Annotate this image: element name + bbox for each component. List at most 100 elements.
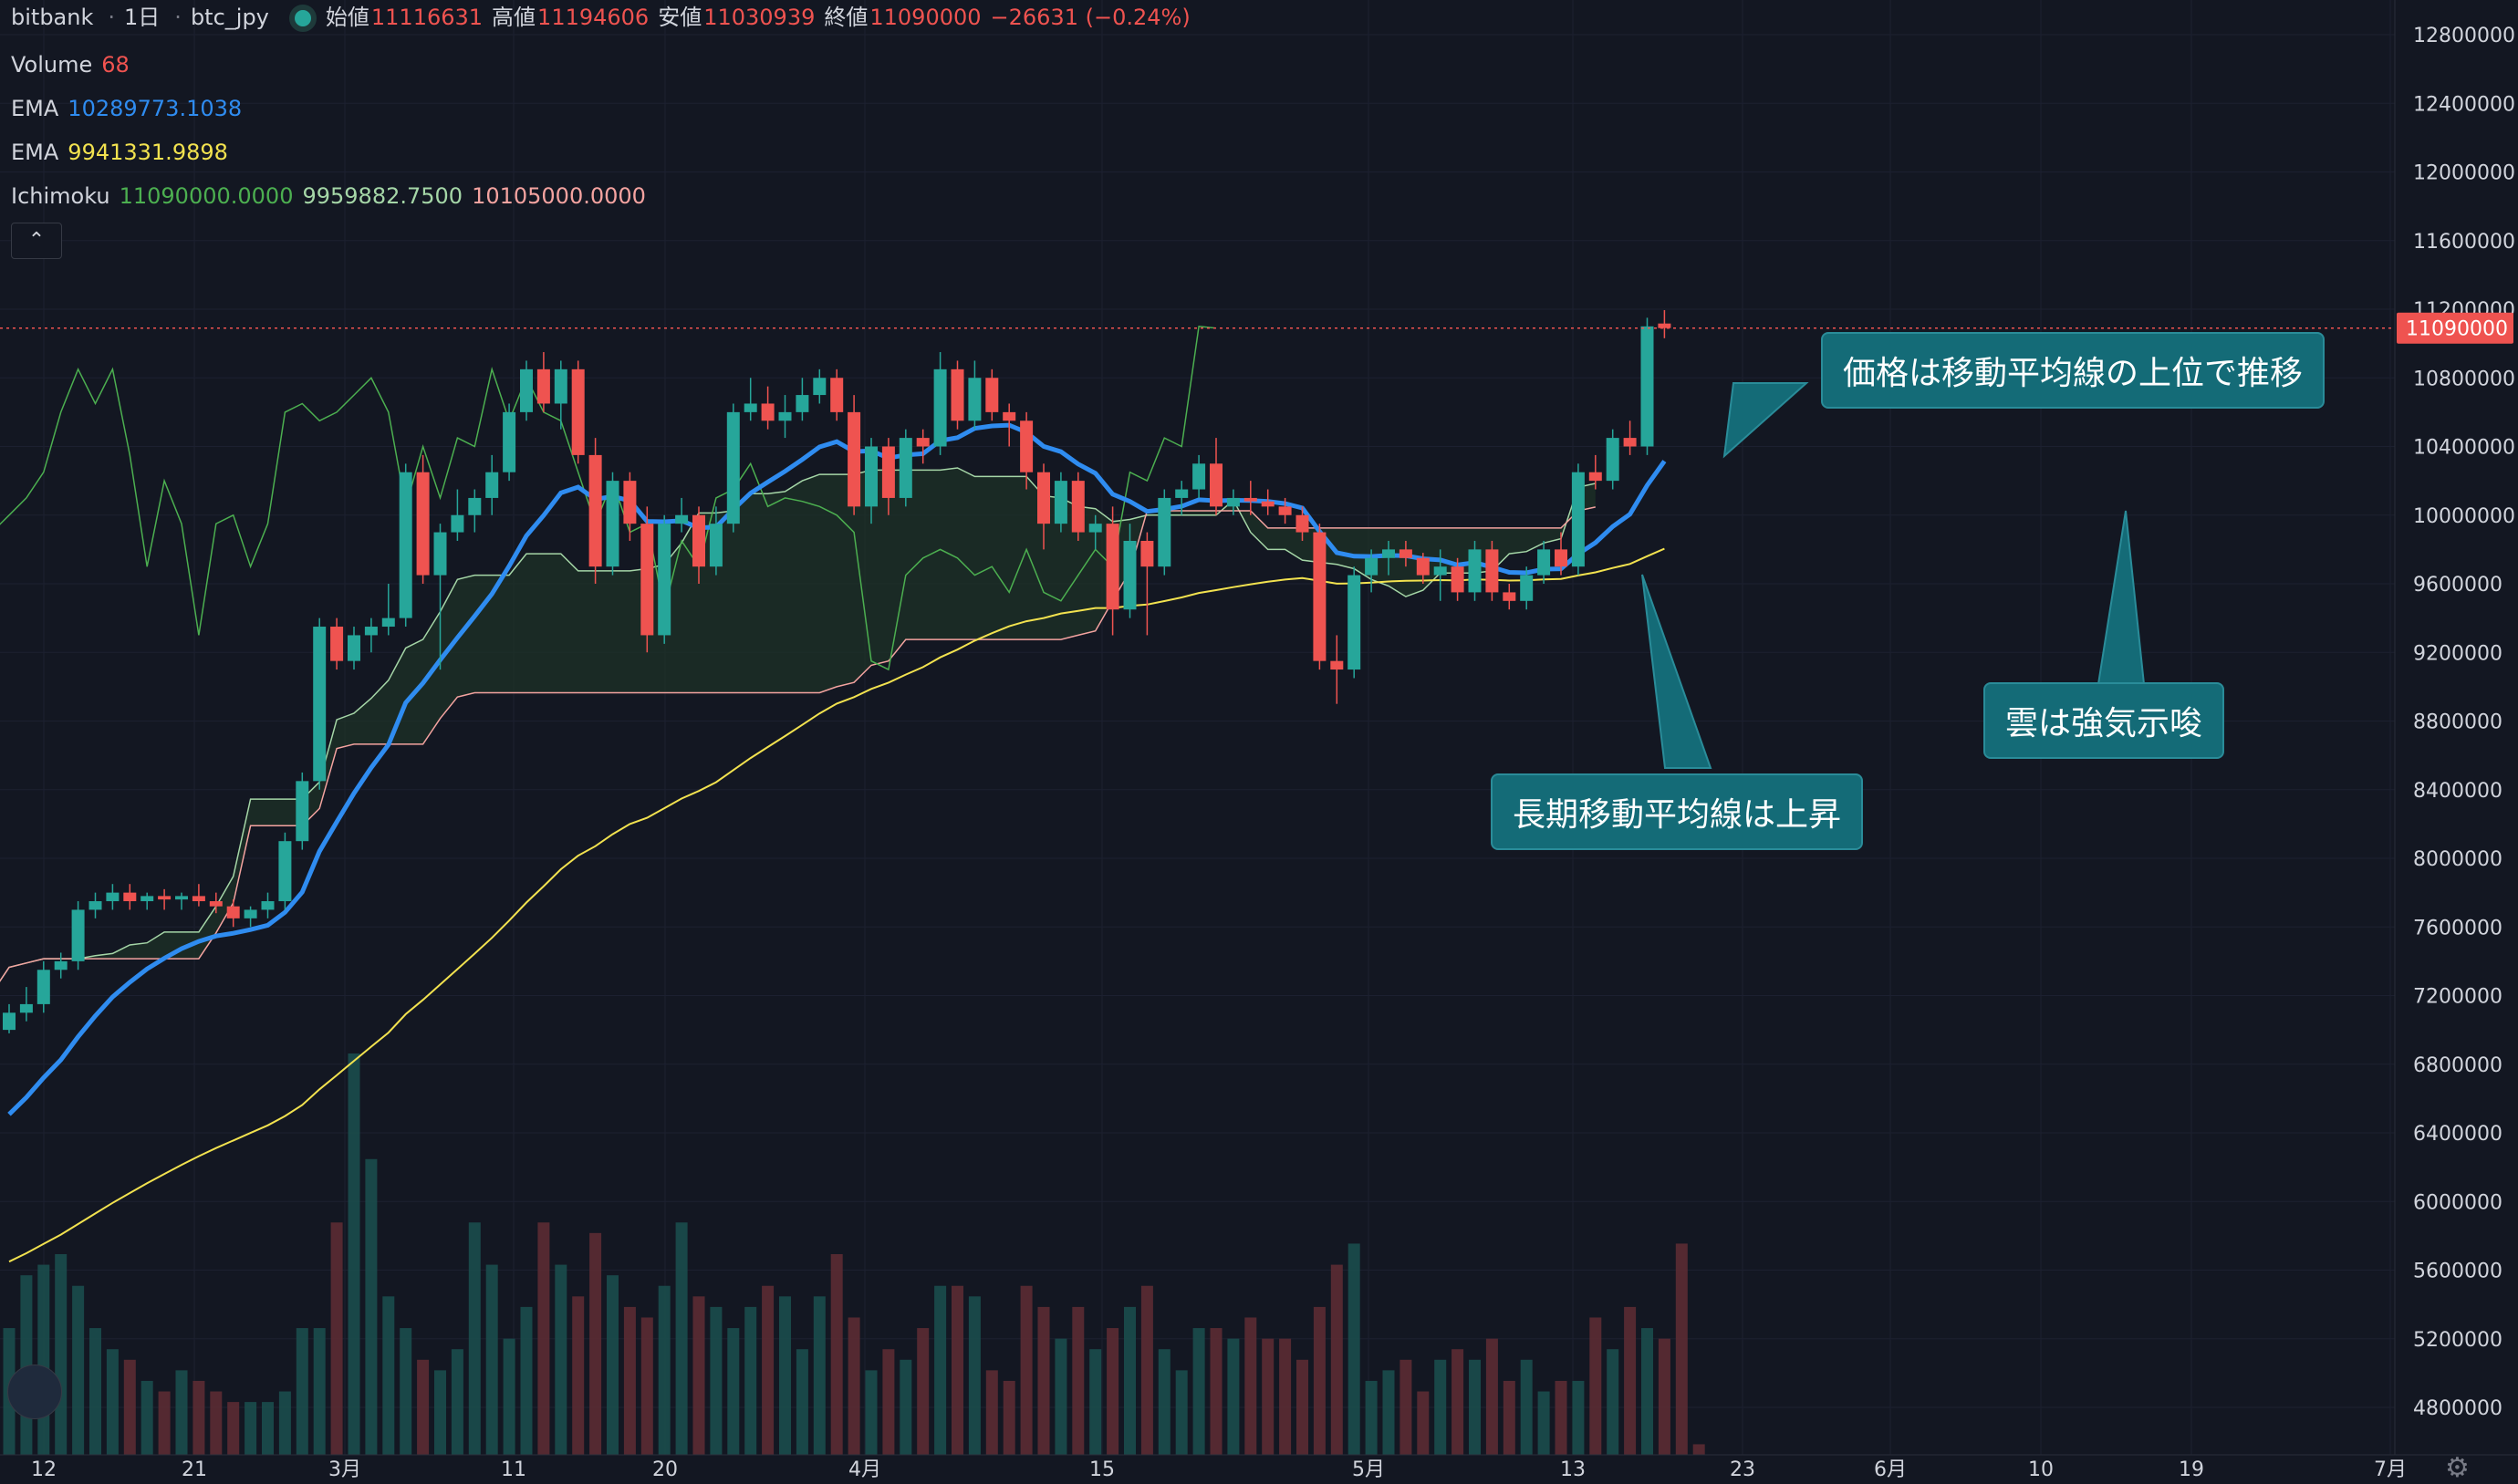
volume-bar [692, 1296, 705, 1455]
note-price-above-ma[interactable]: 価格は移動平均線の上位で推移 [1821, 332, 2326, 409]
volume-bar [330, 1222, 343, 1455]
ema2-label: EMA [11, 140, 59, 165]
volume-bar [1555, 1380, 1567, 1455]
volume-value: 68 [101, 52, 130, 78]
price-tick-label: 6800000 [2413, 1054, 2502, 1077]
volume-bar [313, 1328, 326, 1455]
volume-bar [400, 1328, 412, 1455]
ema1-legend[interactable]: EMA 10289773.1038 [11, 95, 251, 122]
volume-bar [900, 1359, 912, 1455]
volume-bar [1382, 1370, 1395, 1455]
ichimoku-legend[interactable]: Ichimoku 11090000.0000 9959882.7500 1010500… [11, 182, 655, 210]
volume-bar [1520, 1359, 1533, 1455]
gear-icon[interactable]: ⚙ [2445, 1452, 2470, 1484]
volume-bar [1658, 1338, 1670, 1455]
candle-body [3, 1012, 16, 1031]
candle-body [899, 438, 912, 498]
candle-body [606, 481, 619, 567]
volume-label: Volume [11, 52, 93, 78]
candle-body [554, 368, 567, 404]
note-cloud-bullish[interactable]: 雲は強気示唆 [1983, 682, 2225, 759]
open-label: 始値 [325, 5, 369, 30]
price-tick-label: 12000000 [2413, 162, 2515, 185]
candle-body [1088, 524, 1102, 533]
candle-body [571, 368, 585, 455]
volume-bar [1279, 1338, 1292, 1455]
current-price-tag [2397, 312, 2513, 344]
volume-bar [1158, 1349, 1171, 1455]
price-tick-label: 10000000 [2413, 505, 2515, 528]
volume-bar [278, 1391, 291, 1455]
price-tick-label: 8800000 [2413, 711, 2502, 734]
candle-body [1451, 566, 1464, 593]
candle-body [364, 627, 378, 636]
candle-body [1020, 420, 1034, 472]
volume-bar [917, 1328, 930, 1455]
candle-body [709, 524, 723, 567]
pointer-cloud-bullish [2097, 510, 2146, 685]
volume-bar [1313, 1306, 1326, 1455]
ichimoku-value-2: 9959882.7500 [302, 183, 463, 209]
collapse-legend-button[interactable]: ⌃ [11, 223, 62, 259]
volume-bar [727, 1328, 740, 1455]
candle-body [1054, 481, 1067, 524]
candle-body [1640, 326, 1654, 447]
candle-body [1037, 472, 1050, 524]
volume-bar [1296, 1359, 1308, 1455]
candle-body [192, 896, 205, 902]
tradingview-logo[interactable] [7, 1365, 62, 1419]
candle-body [399, 472, 412, 618]
candle-body [1399, 549, 1412, 558]
volume-bar [382, 1296, 395, 1455]
candle-body [140, 896, 154, 902]
candle-body [1365, 557, 1379, 576]
candle-body [1261, 501, 1275, 507]
candle-body [1571, 472, 1585, 567]
candle-body [1175, 489, 1189, 498]
time-tick-label: 4月 [848, 1458, 881, 1481]
ichimoku-cloud [0, 467, 1596, 982]
volume-bar [210, 1391, 223, 1455]
volume-bar [882, 1349, 895, 1455]
candle-body [865, 446, 878, 507]
annotation-pointers [1641, 382, 2146, 769]
interval[interactable]: 1日 [124, 5, 161, 30]
ema2-legend[interactable]: EMA 9941331.9898 [11, 139, 237, 166]
volume-bar [1330, 1264, 1343, 1455]
candle-body [1278, 506, 1292, 515]
candle-body [451, 514, 464, 533]
volume-bar [1227, 1338, 1240, 1455]
volume-bar [865, 1370, 878, 1455]
volume-bar [1003, 1380, 1015, 1455]
candle-body [226, 906, 240, 918]
candle-body [1295, 514, 1309, 533]
note-long-ma-rising[interactable]: 長期移動平均線は上昇 [1491, 773, 1864, 850]
candle-body [951, 368, 964, 421]
candle-body [1123, 540, 1137, 610]
candle-body [278, 841, 292, 902]
candle-body [520, 368, 533, 412]
volume-bar [1020, 1285, 1033, 1455]
candle-body [796, 395, 809, 412]
current-price-label: 11090000 [2406, 318, 2508, 341]
time-tick-label: 21 [182, 1458, 207, 1481]
candle-body [1416, 557, 1430, 576]
volume-bar [985, 1370, 998, 1455]
volume-bar [1434, 1359, 1447, 1455]
symbol[interactable]: btc_jpy [190, 5, 269, 30]
candle-body [985, 378, 999, 412]
exchange-name[interactable]: bitbank [11, 5, 94, 30]
candle-body [175, 896, 188, 900]
candle-body [296, 781, 309, 842]
candle-body [1520, 575, 1534, 601]
volume-bar [1572, 1380, 1585, 1455]
ema1-value: 10289773.1038 [68, 96, 243, 121]
ema1-label: EMA [11, 96, 59, 121]
volume-bar [607, 1275, 619, 1455]
volume-legend[interactable]: Volume 68 [11, 51, 139, 78]
volume-bar [968, 1296, 981, 1455]
candle-body [1658, 323, 1671, 328]
volume-bar [123, 1359, 136, 1455]
candle-body [778, 411, 792, 421]
